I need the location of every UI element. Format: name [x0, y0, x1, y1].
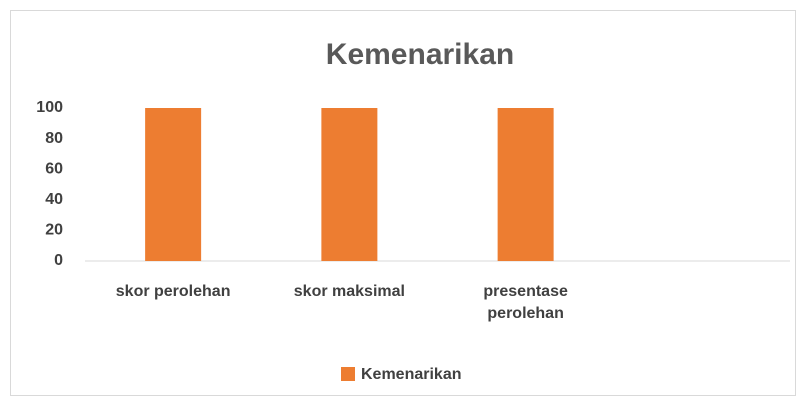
bar [321, 108, 378, 261]
x-tick-label: skor maksimal [293, 283, 405, 300]
legend-label: Kemenarikan [361, 366, 462, 383]
y-tick-label: 100 [36, 99, 63, 116]
y-tick-label: 60 [45, 160, 63, 177]
x-tick-label: skor perolehan [115, 283, 231, 300]
y-tick-label: 0 [54, 252, 63, 269]
bar [145, 108, 202, 261]
legend-swatch [341, 367, 355, 381]
bar [497, 108, 554, 261]
x-tick-label: presentase perolehan [483, 283, 568, 322]
chart-title: Kemenarikan [326, 38, 514, 71]
y-tick-label: 20 [45, 222, 63, 239]
y-tick-label: 80 [45, 130, 63, 147]
chart-border [10, 10, 796, 396]
y-tick-label: 40 [45, 191, 63, 208]
